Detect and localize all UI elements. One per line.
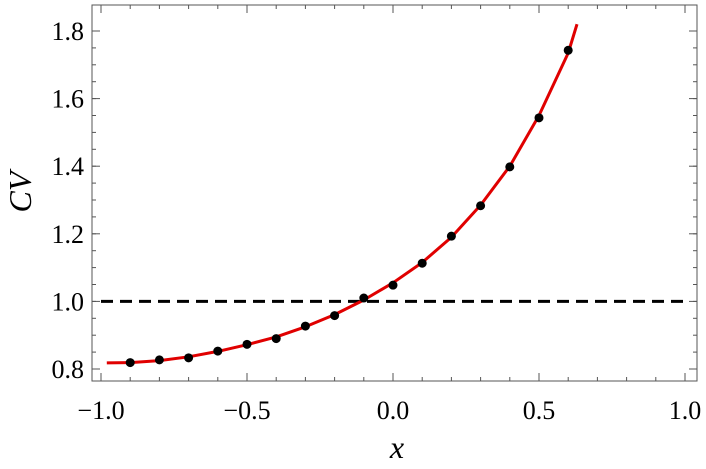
data-point [359, 293, 369, 303]
data-point [330, 311, 340, 321]
data-point [154, 355, 164, 365]
y-axis-title: CV [2, 168, 38, 212]
data-point [242, 339, 252, 349]
data-point [563, 45, 573, 55]
y-tick-label: 1.4 [52, 152, 85, 181]
y-tick-label: 1.0 [52, 287, 85, 316]
data-point [213, 346, 223, 356]
y-tick-label: 1.2 [52, 220, 85, 249]
data-point [446, 231, 456, 241]
data-point [125, 358, 135, 368]
x-tick-label: 0.5 [523, 396, 556, 425]
data-point [271, 334, 281, 344]
x-axis-title: x [389, 429, 404, 465]
data-point [388, 280, 398, 290]
data-point [534, 113, 544, 123]
y-tick-label: 1.8 [52, 17, 85, 46]
data-point [476, 201, 486, 211]
x-tick-label: 1.0 [669, 396, 702, 425]
fit-curve [106, 23, 579, 365]
y-tick-label: 0.8 [52, 355, 85, 384]
data-point [184, 353, 194, 363]
x-tick-label: −0.5 [223, 396, 270, 425]
plot-frame [91, 4, 698, 382]
data-point [417, 258, 427, 268]
x-tick-label: −1.0 [77, 396, 124, 425]
data-point [505, 162, 515, 172]
y-tick-label: 1.6 [52, 85, 85, 114]
data-point [300, 321, 310, 331]
x-tick-label: 0.0 [377, 396, 410, 425]
